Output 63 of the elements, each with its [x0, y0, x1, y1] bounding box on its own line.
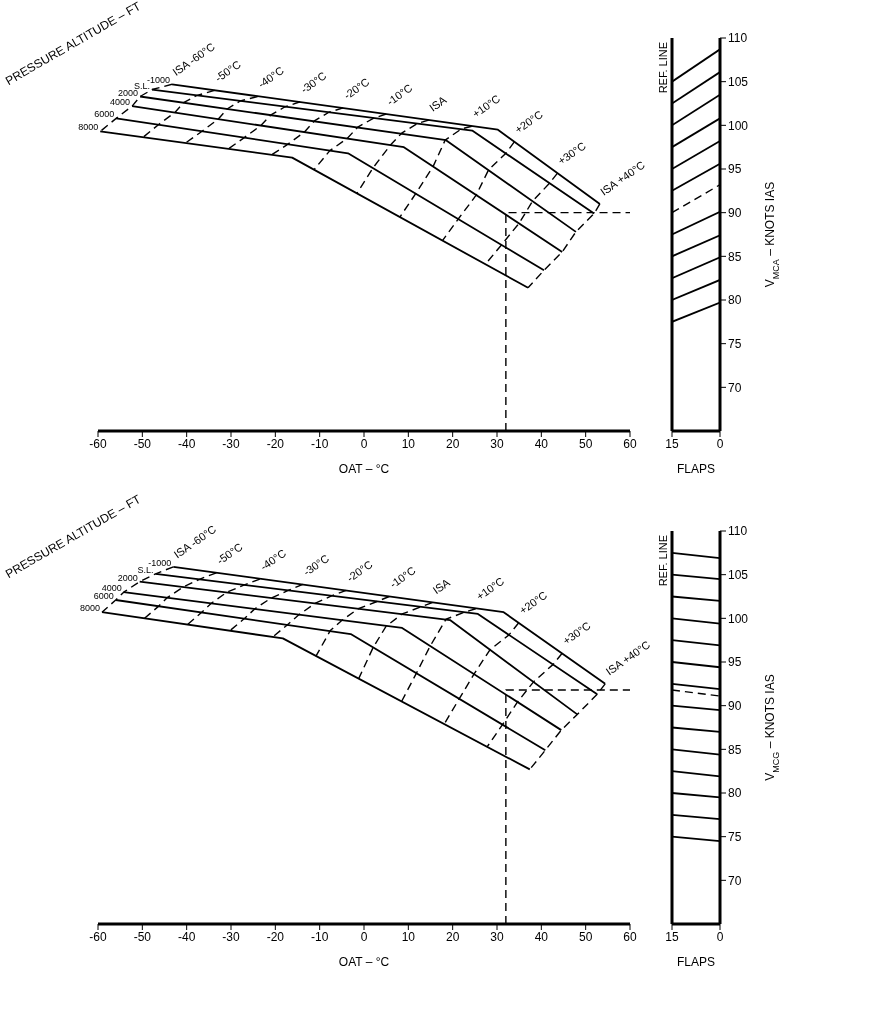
x-tick-label: -60 [89, 436, 107, 451]
y-tick-label: 75 [728, 829, 742, 844]
x-tick-label: -10 [310, 929, 329, 944]
x-tick-label: -30 [222, 929, 240, 944]
x-tick-label: 30 [490, 929, 504, 944]
y-tick-label: 105 [728, 74, 749, 89]
series-label: -1000 [148, 557, 172, 568]
x-tick-label: 0 [360, 436, 368, 451]
y-tick-label: 90 [728, 698, 742, 713]
series-label: 6000 [94, 109, 115, 120]
x-tick-label: 15 [665, 436, 679, 451]
x-tick-label: 60 [623, 929, 637, 944]
ref-line-label: REF. LINE [657, 535, 669, 587]
x-tick-label: -20 [266, 929, 285, 944]
x-axis-title: FLAPS [676, 462, 716, 476]
x-axis-title: FLAPS [676, 955, 716, 969]
y-tick-label: 85 [728, 742, 742, 757]
x-tick-label: -10 [310, 436, 329, 451]
x-tick-label: 60 [623, 436, 637, 451]
x-tick-label: 10 [401, 929, 416, 944]
series-label: 2000 [117, 572, 138, 583]
y-tick-label: 70 [728, 380, 742, 395]
x-tick-label: 20 [445, 436, 460, 451]
x-tick-label: 30 [490, 436, 504, 451]
y-tick-label: 90 [728, 205, 742, 220]
y-tick-label: 75 [728, 336, 742, 351]
x-tick-label: 50 [578, 436, 593, 451]
y-tick-label: 105 [728, 567, 749, 582]
x-tick-label: -30 [222, 436, 240, 451]
x-tick-label: 0 [360, 929, 368, 944]
x-tick-label: -40 [177, 436, 196, 451]
text: ISA [426, 93, 449, 114]
y-tick-label: 95 [728, 655, 742, 670]
y-tick-label: 100 [728, 118, 749, 133]
x-tick-label: 10 [401, 436, 416, 451]
x-tick-label: -50 [133, 929, 152, 944]
x-tick-label: 0 [716, 436, 724, 451]
y-tick-label: 110 [728, 31, 748, 46]
x-tick-label: 40 [534, 929, 549, 944]
x-tick-label: -20 [266, 436, 285, 451]
x-axis-title: OAT – °C [338, 955, 390, 969]
x-tick-label: 15 [665, 929, 679, 944]
x-tick-label: 40 [534, 436, 549, 451]
y-tick-label: 70 [728, 873, 742, 888]
y-tick-label: 80 [728, 293, 742, 308]
series-label: 8000 [79, 603, 100, 614]
series-label: 8000 [78, 122, 99, 133]
y-tick-label: 85 [728, 249, 742, 264]
x-tick-label: 50 [578, 929, 593, 944]
x-tick-label: -50 [133, 436, 152, 451]
x-tick-label: 20 [445, 929, 460, 944]
series-label: 4000 [110, 97, 131, 108]
series-label: -1000 [147, 75, 171, 86]
y-tick-label: 80 [728, 786, 742, 801]
ref-line-label: REF. LINE [657, 42, 669, 94]
y-tick-label: 95 [728, 162, 742, 177]
x-tick-label: -60 [89, 929, 107, 944]
y-tick-label: 100 [728, 611, 749, 626]
x-axis-title: OAT – °C [338, 462, 390, 476]
y-tick-label: 110 [728, 524, 748, 539]
x-tick-label: -40 [177, 929, 196, 944]
text: ISA [430, 575, 453, 597]
x-tick-label: 0 [716, 929, 724, 944]
